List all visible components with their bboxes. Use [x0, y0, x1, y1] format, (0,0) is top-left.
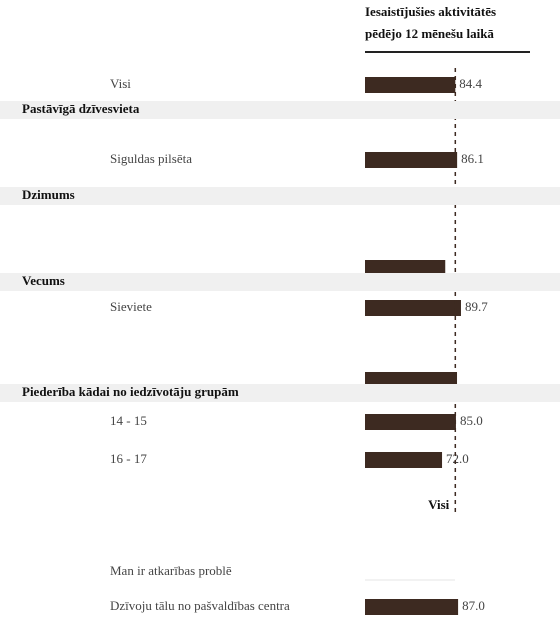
value-label: 72.0 — [446, 451, 469, 466]
row-label: 16 - 17 — [110, 451, 147, 466]
value-label: 86.1 — [461, 151, 484, 166]
group-band — [0, 101, 560, 119]
column-title: Iesaistījušies aktivitātēs — [365, 4, 496, 19]
reference-label: Visi — [428, 497, 450, 512]
group-band — [0, 273, 560, 291]
row-label: Sieviete — [110, 299, 152, 314]
row-label: Man ir atkarības problē — [110, 563, 232, 578]
value-label: 89.7 — [465, 299, 488, 314]
bar — [365, 452, 443, 468]
value-label: 87.0 — [462, 598, 485, 613]
row-label: Siguldas pilsēta — [110, 151, 192, 166]
group-band — [0, 384, 560, 402]
bar — [365, 77, 456, 93]
group-label: Vecums — [22, 273, 65, 288]
row-label: 14 - 15 — [110, 413, 147, 428]
group-label: Piederība kādai no iedzīvotāju grupām — [22, 384, 239, 399]
column-title: pēdējo 12 mēnešu laikā — [365, 26, 494, 41]
group-band — [0, 187, 560, 205]
bar — [365, 300, 461, 316]
group-label: Pastāvīgā dzīvesvieta — [22, 101, 140, 116]
row-label: Dzīvoju tālu no pašvaldības centra — [110, 598, 290, 613]
bar — [365, 260, 446, 276]
row-label: Visi — [110, 76, 131, 91]
group-label: Dzimums — [22, 187, 75, 202]
bar — [365, 152, 458, 168]
bar — [365, 599, 459, 615]
bar — [365, 414, 456, 430]
value-label: 84.4 — [459, 76, 482, 91]
value-label: 85.0 — [460, 413, 483, 428]
